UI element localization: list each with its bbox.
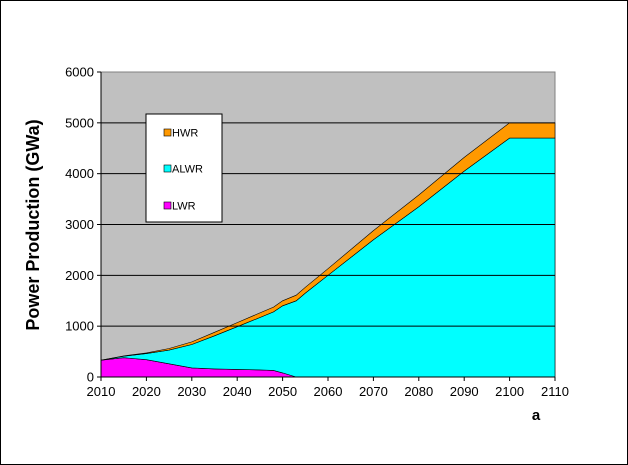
- legend-label-lwr: LWR: [172, 201, 196, 213]
- y-axis-label: Power Production (GWa): [23, 119, 43, 330]
- x-tick-label: 2010: [87, 384, 116, 399]
- y-tick-label: 5000: [65, 115, 94, 130]
- y-tick-label: 6000: [65, 65, 94, 80]
- x-tick-label: 2020: [132, 384, 161, 399]
- x-tick-label: 2030: [177, 384, 206, 399]
- legend-swatch-lwr: [163, 201, 172, 210]
- legend-swatch-alwr: [163, 164, 172, 173]
- y-tick-label: 2000: [65, 268, 94, 283]
- legend-label-alwr: ALWR: [172, 164, 203, 176]
- y-tick-label: 3000: [65, 217, 94, 232]
- x-axis-label: a: [532, 407, 541, 424]
- x-tick-label: 2080: [404, 384, 433, 399]
- legend-swatch-hwr: [163, 128, 172, 137]
- x-tick-label: 2070: [359, 384, 388, 399]
- x-tick-label: 2110: [541, 384, 569, 399]
- y-tick-label: 0: [87, 370, 94, 385]
- legend-box: [145, 113, 223, 223]
- x-tick-label: 2100: [495, 384, 524, 399]
- y-tick-label: 4000: [65, 166, 94, 181]
- legend-label-hwr: HWR: [172, 128, 198, 140]
- x-tick-label: 2050: [268, 384, 297, 399]
- area-hwr: [100, 122, 556, 361]
- x-tick-label: 2090: [450, 384, 479, 399]
- x-tick-label: 2060: [314, 384, 343, 399]
- y-tick-label: 1000: [65, 319, 94, 334]
- x-tick-label: 2040: [223, 384, 252, 399]
- legend: HWR ALWR LWR: [145, 113, 223, 223]
